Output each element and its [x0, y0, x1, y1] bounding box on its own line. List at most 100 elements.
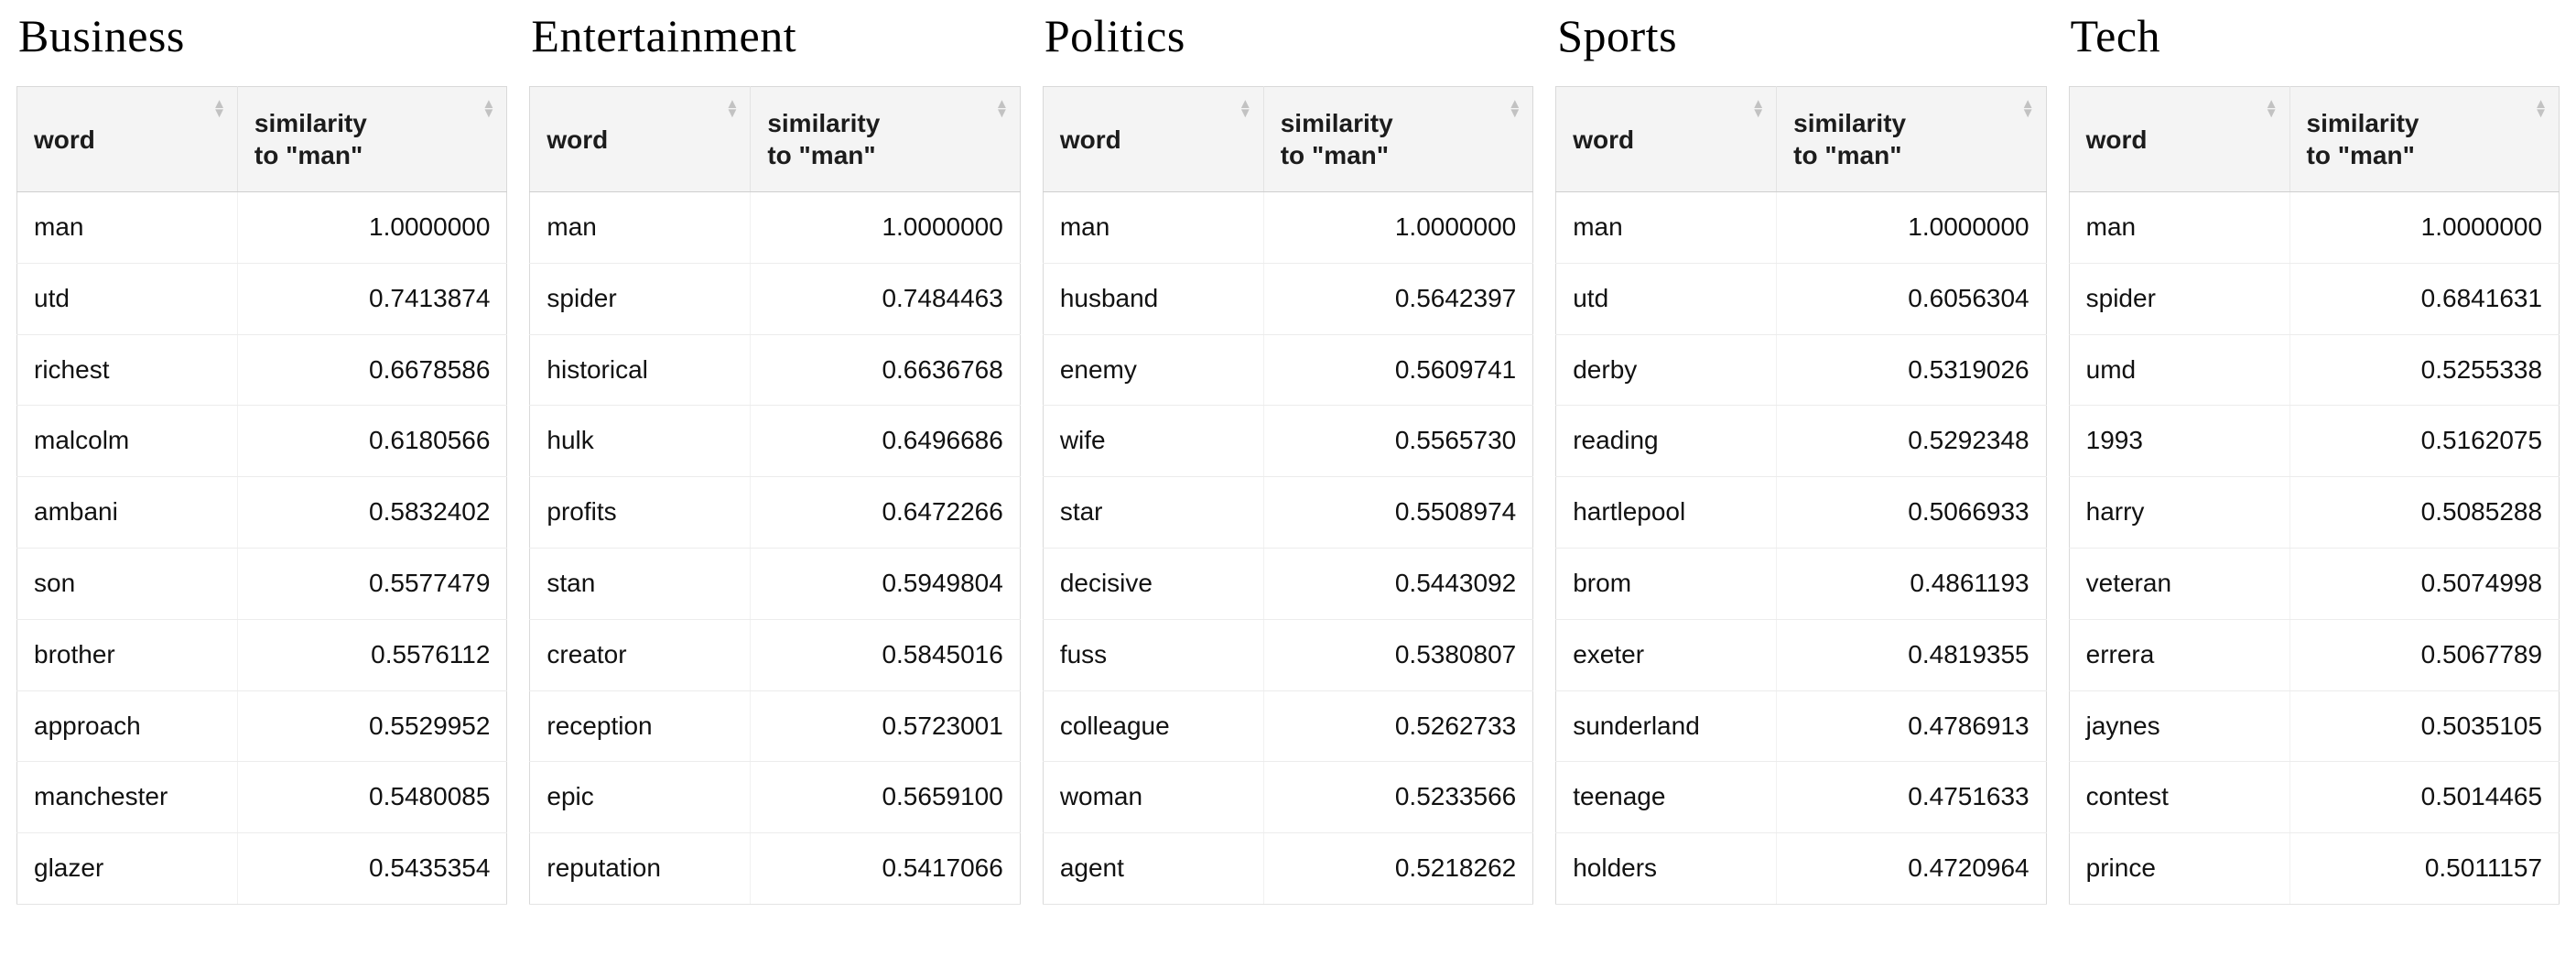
similarity-table: word ▲ ▼ similarity to "man" ▲ ▼ man 1.0000000 s… [2068, 86, 2560, 905]
word-cell: husband [1043, 263, 1264, 335]
sort-asc-icon[interactable]: ▲ [212, 96, 226, 112]
table-row: utd 0.7413874 [16, 263, 507, 335]
table-row: colleague 0.5262733 [1043, 690, 1533, 763]
header-row: word ▲ ▼ similarity to "man" ▲ ▼ [16, 86, 507, 192]
word-cell: agent [1043, 832, 1264, 905]
sort-asc-icon[interactable]: ▲ [2534, 96, 2549, 112]
header-row: word ▲ ▼ similarity to "man" ▲ ▼ [1043, 86, 1533, 192]
sort-desc-icon[interactable]: ▼ [1238, 105, 1252, 122]
sort-arrows-icon[interactable]: ▲ ▼ [2020, 96, 2035, 122]
similarity-table: word ▲ ▼ similarity to "man" ▲ ▼ man 1.0000000 u… [1555, 86, 2047, 905]
word-cell: veteran [2069, 548, 2290, 620]
column-header-word[interactable]: word ▲ ▼ [2069, 86, 2290, 192]
word-cell: stan [529, 548, 751, 620]
header-row: word ▲ ▼ similarity to "man" ▲ ▼ [529, 86, 1021, 192]
word-cell: decisive [1043, 548, 1264, 620]
table-row: man 1.0000000 [529, 191, 1021, 264]
similarity-cell: 0.5085288 [2289, 476, 2560, 549]
similarity-cell: 0.5508974 [1262, 476, 1533, 549]
column-header-similarity[interactable]: similarity to "man" ▲ ▼ [2289, 86, 2560, 192]
column-header-word[interactable]: word ▲ ▼ [1043, 86, 1264, 192]
column-header-word[interactable]: word ▲ ▼ [529, 86, 751, 192]
sort-desc-icon[interactable]: ▼ [1751, 105, 1766, 122]
sort-asc-icon[interactable]: ▲ [1508, 96, 1522, 112]
column-header-label: word [1573, 125, 1635, 154]
word-cell: prince [2069, 832, 2290, 905]
word-cell: man [2069, 191, 2290, 264]
sort-desc-icon[interactable]: ▼ [2534, 105, 2549, 122]
sort-asc-icon[interactable]: ▲ [482, 96, 496, 112]
table-row: jaynes 0.5035105 [2069, 690, 2560, 763]
sort-asc-icon[interactable]: ▲ [994, 96, 1009, 112]
sort-arrows-icon[interactable]: ▲ ▼ [1238, 96, 1252, 122]
word-cell: reputation [529, 832, 751, 905]
table-row: husband 0.5642397 [1043, 263, 1533, 335]
sort-desc-icon[interactable]: ▼ [1508, 105, 1522, 122]
column-header-label: word [1059, 125, 1121, 154]
similarity-cell: 0.6678586 [236, 334, 507, 407]
header-row: word ▲ ▼ similarity to "man" ▲ ▼ [2069, 86, 2560, 192]
similarity-cell: 0.5292348 [1776, 405, 2047, 478]
sort-arrows-icon[interactable]: ▲ ▼ [212, 96, 226, 122]
sort-arrows-icon[interactable]: ▲ ▼ [994, 96, 1009, 122]
sort-arrows-icon[interactable]: ▲ ▼ [1751, 96, 1766, 122]
word-cell: profits [529, 476, 751, 549]
similarity-cell: 0.5162075 [2289, 405, 2560, 478]
word-cell: man [1555, 191, 1777, 264]
column-header-similarity[interactable]: similarity to "man" ▲ ▼ [1262, 86, 1533, 192]
similarity-cell: 1.0000000 [2289, 191, 2560, 264]
table-section-business: Business word ▲ ▼ similarity to "man" ▲ ▼ man 1.… [16, 7, 508, 905]
sort-desc-icon[interactable]: ▼ [2264, 105, 2278, 122]
table-row: errera 0.5067789 [2069, 619, 2560, 691]
similarity-cell: 0.5417066 [750, 832, 1021, 905]
similarity-cell: 0.5435354 [236, 832, 507, 905]
sort-asc-icon[interactable]: ▲ [1238, 96, 1252, 112]
similarity-cell: 0.4861193 [1776, 548, 2047, 620]
sort-desc-icon[interactable]: ▼ [2020, 105, 2035, 122]
table-row: reception 0.5723001 [529, 690, 1021, 763]
sort-asc-icon[interactable]: ▲ [2020, 96, 2035, 112]
table-row: creator 0.5845016 [529, 619, 1021, 691]
similarity-cell: 1.0000000 [1776, 191, 2047, 264]
table-section-entertainment: Entertainment word ▲ ▼ similarity to "man" ▲ ▼… [529, 7, 1021, 905]
similarity-cell: 0.5218262 [1262, 832, 1533, 905]
table-row: man 1.0000000 [16, 191, 507, 264]
word-cell: malcolm [16, 405, 238, 478]
sort-arrows-icon[interactable]: ▲ ▼ [1508, 96, 1522, 122]
similarity-cell: 0.5565730 [1262, 405, 1533, 478]
sort-desc-icon[interactable]: ▼ [725, 105, 740, 122]
similarity-cell: 0.5443092 [1262, 548, 1533, 620]
sort-desc-icon[interactable]: ▼ [482, 105, 496, 122]
sort-desc-icon[interactable]: ▼ [994, 105, 1009, 122]
similarity-cell: 0.6472266 [750, 476, 1021, 549]
sort-asc-icon[interactable]: ▲ [1751, 96, 1766, 112]
column-header-similarity[interactable]: similarity to "man" ▲ ▼ [236, 86, 507, 192]
similarity-cell: 0.5067789 [2289, 619, 2560, 691]
sort-arrows-icon[interactable]: ▲ ▼ [2534, 96, 2549, 122]
table-row: utd 0.6056304 [1555, 263, 2047, 335]
sort-desc-icon[interactable]: ▼ [212, 105, 226, 122]
column-header-word[interactable]: word ▲ ▼ [1555, 86, 1777, 192]
sort-arrows-icon[interactable]: ▲ ▼ [2264, 96, 2278, 122]
sort-arrows-icon[interactable]: ▲ ▼ [725, 96, 740, 122]
sort-asc-icon[interactable]: ▲ [725, 96, 740, 112]
similarity-cell: 0.5659100 [750, 761, 1021, 834]
word-cell: harry [2069, 476, 2290, 549]
column-header-word[interactable]: word ▲ ▼ [16, 86, 238, 192]
sort-arrows-icon[interactable]: ▲ ▼ [482, 96, 496, 122]
word-cell: umd [2069, 334, 2290, 407]
similarity-cell: 0.5233566 [1262, 761, 1533, 834]
table-row: malcolm 0.6180566 [16, 405, 507, 478]
sort-asc-icon[interactable]: ▲ [2264, 96, 2278, 112]
word-cell: ambani [16, 476, 238, 549]
similarity-cell: 0.5832402 [236, 476, 507, 549]
similarity-cell: 0.4720964 [1776, 832, 2047, 905]
similarity-cell: 0.6180566 [236, 405, 507, 478]
column-header-similarity[interactable]: similarity to "man" ▲ ▼ [750, 86, 1021, 192]
table-row: approach 0.5529952 [16, 690, 507, 763]
column-header-similarity[interactable]: similarity to "man" ▲ ▼ [1776, 86, 2047, 192]
similarity-cell: 0.6056304 [1776, 263, 2047, 335]
column-header-label: similarity to "man" [767, 109, 881, 169]
table-row: 1993 0.5162075 [2069, 405, 2560, 478]
